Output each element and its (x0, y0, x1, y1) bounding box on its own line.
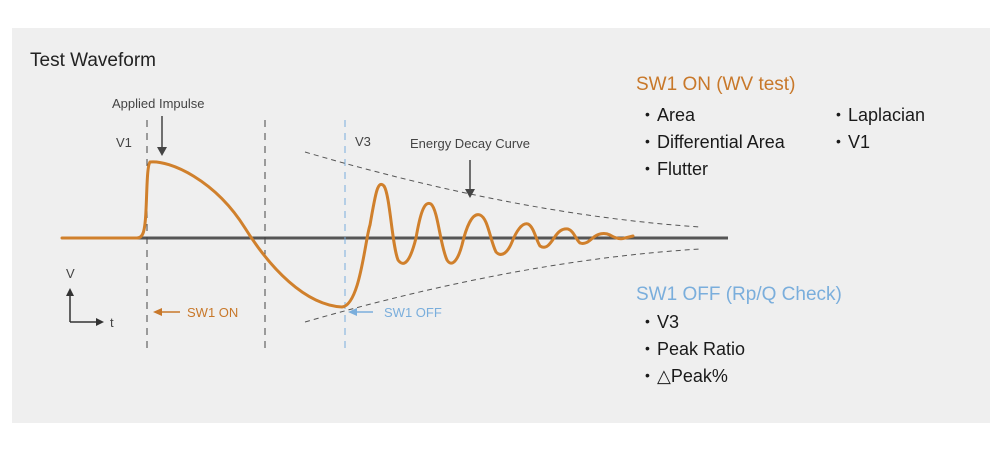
list-item: • Differential Area (645, 128, 785, 155)
bullet-icon: • (836, 133, 841, 149)
v3-label: V3 (355, 134, 371, 149)
axis-v-label: V (66, 266, 75, 281)
list-item: • V1 (836, 128, 925, 155)
sw1-off-marker-label: SW1 OFF (384, 305, 442, 320)
applied-impulse-label: Applied Impulse (112, 96, 205, 111)
sw1-off-list: • V3 • Peak Ratio • △Peak% (645, 308, 745, 389)
sw1-off-heading: SW1 OFF (Rp/Q Check) (636, 284, 842, 305)
bullet-icon: • (645, 313, 650, 329)
sw1-off-group: SW1 OFF (Rp/Q Check) (636, 284, 842, 306)
energy-decay-label: Energy Decay Curve (410, 136, 530, 151)
decay-envelope-upper (304, 151, 701, 228)
list-item: • Area (645, 101, 785, 128)
diagram-title: Test Waveform (30, 50, 156, 71)
sw1-on-list-col2: • Laplacian • V1 (836, 101, 925, 155)
axis-t-arrowhead (96, 318, 104, 326)
list-item: • △Peak% (645, 362, 745, 389)
sw1-on-arrow-head (153, 308, 162, 316)
decay-arrow-head (465, 189, 475, 198)
list-item: • V3 (645, 308, 745, 335)
bullet-icon: • (645, 106, 650, 122)
v1-label: V1 (116, 135, 132, 150)
test-waveform (60, 160, 635, 309)
sw1-off-arrow-head (348, 308, 357, 316)
list-item: • Peak Ratio (645, 335, 745, 362)
sw1-on-list-col1: • Area • Differential Area • Flutter (645, 101, 785, 182)
axis-v-arrowhead (66, 288, 74, 296)
list-item: • Laplacian (836, 101, 925, 128)
bullet-icon: • (645, 160, 650, 176)
decay-envelope-lower (304, 248, 701, 323)
bullet-icon: • (645, 340, 650, 356)
bullet-icon: • (645, 367, 650, 383)
sw1-on-heading: SW1 ON (WV test) (636, 74, 796, 95)
list-item: • Flutter (645, 155, 785, 182)
diagram-panel (12, 28, 990, 423)
bullet-icon: • (836, 106, 841, 122)
bullet-icon: • (645, 133, 650, 149)
axis-t-label: t (110, 315, 114, 330)
impulse-arrow-head (157, 147, 167, 156)
sw1-on-group: SW1 ON (WV test) (636, 74, 795, 96)
sw1-on-marker-label: SW1 ON (187, 305, 238, 320)
